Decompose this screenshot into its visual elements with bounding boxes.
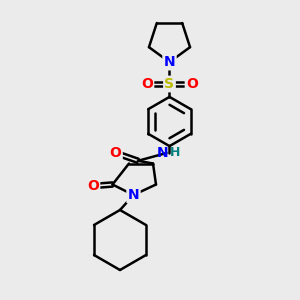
Text: O: O: [110, 146, 122, 160]
Text: O: O: [87, 179, 99, 193]
Text: N: N: [128, 188, 139, 202]
Text: H: H: [170, 146, 180, 160]
Text: S: S: [164, 77, 175, 91]
Text: O: O: [186, 77, 198, 91]
Text: O: O: [141, 77, 153, 91]
Text: N: N: [164, 55, 175, 69]
Text: N: N: [156, 146, 168, 160]
